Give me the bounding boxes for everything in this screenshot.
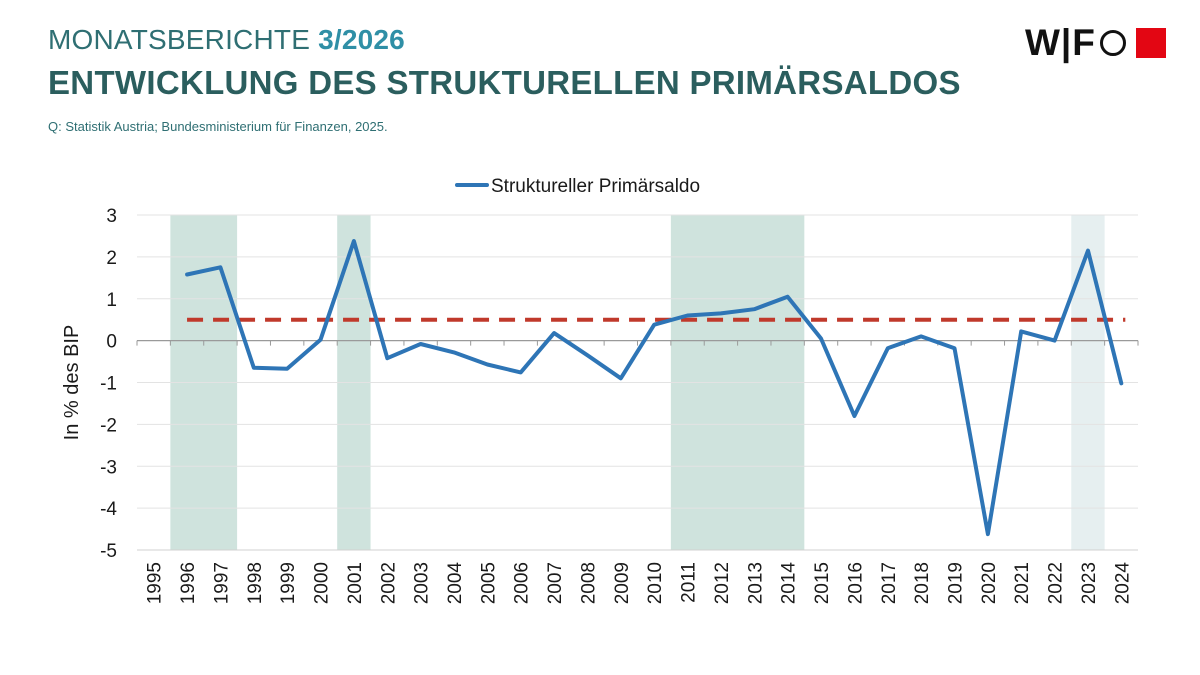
- y-tick-label: 0: [106, 332, 117, 353]
- data-point-1999: [285, 367, 289, 371]
- data-point-2007: [552, 331, 556, 335]
- data-point-2008: [585, 353, 589, 357]
- x-tick-label-1997: 1997: [211, 562, 232, 604]
- y-tick-label: -5: [100, 541, 117, 562]
- x-tick-label-2000: 2000: [312, 562, 333, 604]
- source-note: Q: Statistik Austria; Bundesministerium …: [48, 119, 388, 134]
- data-point-2004: [452, 350, 456, 354]
- x-tick-label-2004: 2004: [445, 562, 466, 605]
- data-point-2005: [485, 362, 489, 366]
- x-tick-label-2021: 2021: [1012, 562, 1033, 604]
- data-point-2001: [352, 239, 356, 243]
- data-point-2003: [419, 342, 423, 346]
- data-point-2000: [319, 338, 323, 342]
- series-name: MONATSBERICHTE: [48, 24, 311, 55]
- x-tick-label-2011: 2011: [679, 562, 700, 603]
- data-point-2006: [519, 370, 523, 374]
- x-tick-label-1999: 1999: [278, 562, 299, 604]
- x-tick-label-2003: 2003: [412, 562, 433, 604]
- x-tick-label-2017: 2017: [879, 562, 900, 604]
- data-point-1998: [252, 366, 256, 370]
- x-tick-label-2020: 2020: [979, 562, 1000, 604]
- x-tick-label-2010: 2010: [645, 562, 666, 604]
- x-tick-label-2001: 2001: [345, 562, 366, 604]
- x-tick-label-2002: 2002: [378, 562, 399, 604]
- x-tick-label-2008: 2008: [578, 562, 599, 604]
- x-tick-label-2013: 2013: [745, 562, 766, 604]
- x-tick-label-2023: 2023: [1079, 562, 1100, 604]
- data-point-2020: [986, 532, 990, 536]
- logo-red-square: [1135, 28, 1166, 58]
- x-tick-label-1998: 1998: [245, 562, 266, 604]
- data-point-2010: [652, 323, 656, 327]
- x-tick-label-2007: 2007: [545, 562, 566, 604]
- data-point-2018: [919, 334, 923, 338]
- wifo-logo: W|F: [1025, 22, 1166, 63]
- x-tick-label-2022: 2022: [1046, 562, 1067, 604]
- data-point-2013: [752, 307, 756, 311]
- data-point-2012: [719, 311, 723, 315]
- data-point-1996: [185, 272, 189, 276]
- data-point-2009: [619, 376, 623, 380]
- x-tick-label-2006: 2006: [512, 562, 533, 604]
- legend-label: Struktureller Primärsaldo: [491, 176, 700, 197]
- x-tick-label-2016: 2016: [845, 562, 866, 604]
- data-point-2016: [852, 414, 856, 418]
- data-point-2014: [786, 295, 790, 299]
- data-point-2023: [1086, 249, 1090, 253]
- logo-circle-o: [1099, 30, 1126, 56]
- x-tick-label-2005: 2005: [478, 562, 499, 604]
- y-tick-label: 1: [106, 290, 117, 311]
- data-point-2011: [686, 314, 690, 317]
- x-tick-label-2009: 2009: [612, 562, 633, 604]
- x-tick-label-2014: 2014: [779, 562, 800, 605]
- data-point-2015: [819, 337, 823, 341]
- y-axis-title: In % des BIP: [61, 325, 83, 441]
- page-title: ENTWICKLUNG DES STRUKTURELLEN PRIMÄRSALD…: [48, 64, 961, 101]
- y-tick-label: -3: [100, 457, 117, 478]
- x-tick-label-2019: 2019: [945, 562, 966, 604]
- data-point-1997: [218, 265, 222, 269]
- header-series: MONATSBERICHTE 3/2026: [48, 24, 405, 56]
- y-tick-label: -1: [100, 374, 117, 395]
- data-point-2019: [952, 346, 956, 350]
- x-tick-label-2015: 2015: [812, 562, 833, 604]
- y-tick-label: -4: [100, 499, 117, 520]
- data-point-2021: [1019, 329, 1023, 333]
- x-tick-label-2024: 2024: [1112, 562, 1133, 605]
- data-point-2002: [385, 356, 389, 360]
- issue-number: 3/2026: [318, 24, 405, 55]
- y-tick-label: -2: [100, 415, 117, 436]
- series-line-0: [185, 239, 1124, 537]
- x-tick-label-2018: 2018: [912, 562, 933, 604]
- data-point-2022: [1053, 339, 1057, 343]
- data-point-2024: [1119, 381, 1123, 385]
- x-tick-label-1996: 1996: [178, 562, 199, 604]
- x-tick-label-2012: 2012: [712, 562, 733, 604]
- y-tick-label: 3: [106, 206, 117, 227]
- logo-letters: W|F: [1025, 22, 1096, 63]
- x-tick-label-1995: 1995: [145, 562, 166, 604]
- data-point-2017: [886, 346, 890, 350]
- y-tick-label: 2: [106, 248, 117, 269]
